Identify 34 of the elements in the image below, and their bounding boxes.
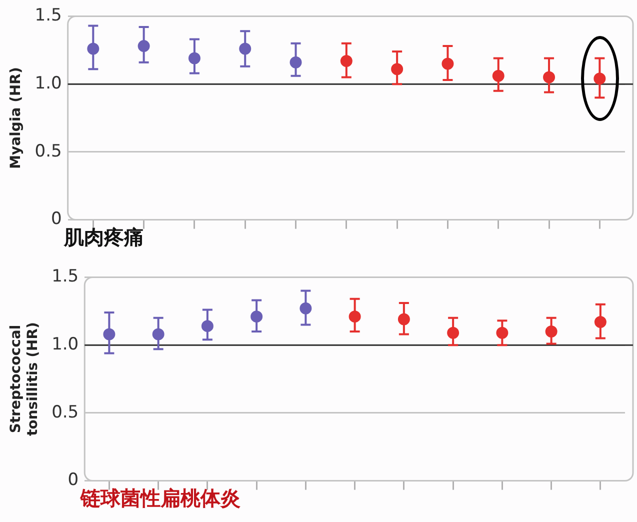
point: [250, 310, 263, 323]
point: [152, 328, 164, 340]
y-tick-label: 1.5: [52, 266, 79, 287]
point: [447, 326, 460, 339]
point: [496, 326, 508, 339]
point: [594, 316, 606, 328]
point: [594, 72, 606, 85]
point: [103, 328, 116, 340]
y-tick-label: 0: [51, 209, 62, 230]
point: [300, 302, 312, 314]
y-tick-label: 1.5: [34, 6, 62, 26]
point: [398, 313, 410, 326]
point: [545, 325, 558, 338]
y-tick-label: 0.5: [52, 402, 79, 422]
point: [340, 54, 352, 67]
y-tick-label: 0: [68, 470, 79, 490]
y-tick-label: 1.0: [34, 73, 62, 94]
point: [138, 40, 150, 52]
y-tick-label: 1.0: [52, 334, 79, 354]
point: [239, 42, 252, 55]
point: [492, 70, 504, 82]
point: [348, 310, 361, 323]
point: [543, 71, 556, 84]
point: [201, 320, 214, 332]
y-axis-title: Streptococcal tonsillitis (HR): [8, 322, 41, 436]
y-axis-title: Myalgia (HR): [8, 67, 24, 169]
point: [188, 52, 200, 64]
text: 链球菌性扁桃体炎: [80, 484, 241, 512]
text: 肌肉疼痛: [64, 224, 144, 251]
point: [290, 56, 302, 68]
point: [391, 63, 404, 76]
point: [442, 58, 454, 70]
point: [87, 42, 100, 55]
y-tick-label: 0.5: [34, 141, 62, 162]
